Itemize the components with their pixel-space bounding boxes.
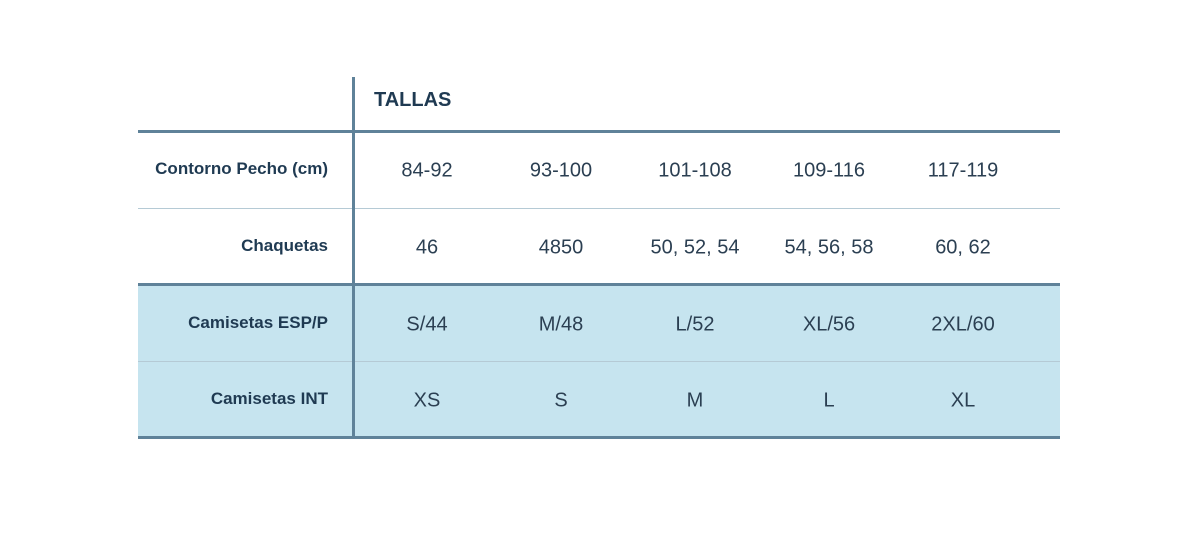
row-label: Camisetas ESP/P xyxy=(188,312,328,332)
table-cell: L xyxy=(823,389,835,412)
column-divider xyxy=(352,77,355,439)
row-divider xyxy=(138,283,1060,286)
table-cell: 4850 xyxy=(538,236,584,259)
table-cell: S/44 xyxy=(406,313,448,335)
table-cell: 93-100 xyxy=(529,159,593,182)
table-cell: 54, 56, 58 xyxy=(784,236,874,259)
row-divider xyxy=(138,208,1060,209)
table-cell: 60, 62 xyxy=(935,236,991,259)
table-cell: XL xyxy=(950,389,976,412)
row-label: Contorno Pecho (cm) xyxy=(155,159,328,178)
table-cell: XL/56 xyxy=(802,313,856,335)
row-background xyxy=(138,284,1060,437)
row-label: Camisetas INT xyxy=(210,389,328,408)
row-divider xyxy=(138,361,1060,362)
row-label: Chaquetas xyxy=(241,236,328,255)
row-divider xyxy=(138,130,1060,133)
table-cell: M/48 xyxy=(538,313,584,335)
table-cell: XS xyxy=(413,389,441,412)
table-cell: 101-108 xyxy=(658,159,732,182)
table-cell: L/52 xyxy=(675,313,715,335)
table-title: TALLAS xyxy=(374,89,452,111)
table-cell: 46 xyxy=(415,236,439,259)
table-cell: 2XL/60 xyxy=(931,313,995,335)
table-cell: 117-119 xyxy=(927,159,999,182)
row-divider xyxy=(138,436,1060,439)
table-cell: M xyxy=(686,389,704,412)
table-cell: 84-92 xyxy=(401,159,453,182)
table-cell: 109-116 xyxy=(793,159,865,182)
table-cell: 50, 52, 54 xyxy=(650,236,740,259)
table-cell: S xyxy=(554,389,568,412)
